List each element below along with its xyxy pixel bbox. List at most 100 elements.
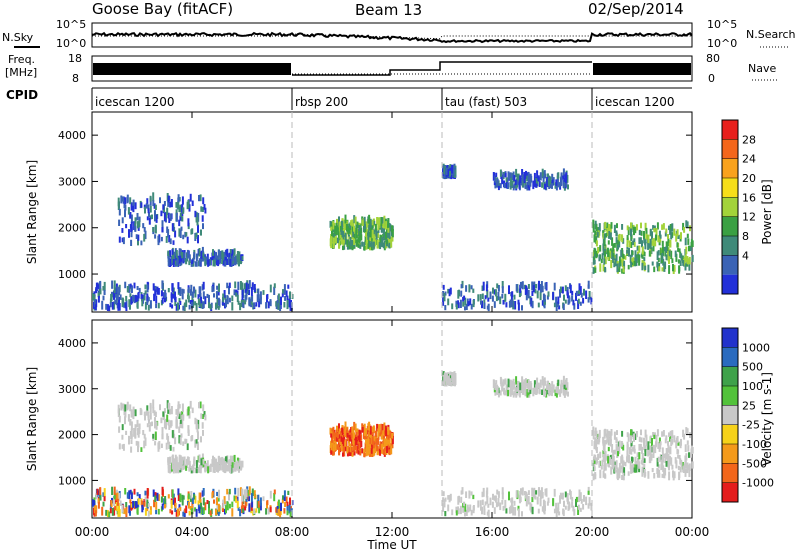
power-ylabel: Slant Range [km] (25, 160, 39, 264)
power-cell (450, 174, 453, 180)
power-cell (187, 287, 190, 293)
power-cell (288, 298, 291, 308)
power-cell (677, 259, 680, 264)
power-colorbar-cell (722, 255, 738, 275)
power-cell (449, 167, 452, 174)
velocity-cell (604, 463, 607, 471)
velocity-colorbar-cell (722, 328, 738, 348)
power-cell (565, 172, 568, 181)
velocity-cell (663, 470, 666, 479)
velocity-cell (330, 443, 333, 451)
power-cell (630, 241, 633, 248)
power-cell (200, 229, 202, 236)
velocity-cell (609, 435, 612, 441)
power-cell (496, 178, 499, 188)
power-cell (169, 250, 171, 258)
power-cell (134, 225, 137, 232)
velocity-cell (178, 462, 181, 471)
power-cell (543, 171, 546, 177)
power-cell (503, 183, 506, 189)
velocity-cell (517, 508, 520, 517)
power-cell (618, 262, 621, 268)
power-cell (179, 230, 182, 238)
velocity-cell (130, 503, 133, 508)
velocity-cell (101, 506, 104, 516)
power-cell (676, 229, 679, 237)
velocity-cell (329, 427, 332, 435)
velocity-cell (190, 508, 193, 515)
power-cell (565, 183, 568, 188)
power-cell (686, 221, 689, 228)
power-colorbar-cell (722, 139, 738, 159)
power-cell (178, 298, 181, 303)
velocity-cell (273, 489, 276, 495)
power-cell (616, 223, 618, 229)
power-cell (364, 235, 367, 243)
power-cell (194, 261, 197, 267)
velocity-cell (496, 489, 499, 495)
power-cell (612, 249, 615, 255)
velocity-cell (117, 404, 120, 414)
velocity-cell (544, 505, 546, 511)
velocity-cell (128, 490, 131, 500)
velocity-cell (222, 499, 225, 509)
velocity-cell (284, 502, 287, 507)
velocity-cell (111, 507, 114, 516)
power-cell (344, 214, 347, 224)
power-cell (527, 179, 530, 186)
velocity-cell (211, 492, 214, 499)
power-cell (146, 216, 149, 221)
velocity-cell (154, 431, 157, 440)
velocity-cell (169, 466, 172, 473)
power-cell (152, 192, 155, 202)
power-cell (331, 227, 333, 237)
power-cell (612, 243, 615, 252)
power-cell (349, 236, 352, 246)
power-cell (338, 216, 340, 225)
power-cell (472, 288, 475, 293)
power-cell (511, 180, 514, 188)
velocity-cell (607, 430, 610, 440)
velocity-cell (595, 438, 598, 443)
power-cell (355, 239, 358, 247)
velocity-cell (383, 447, 386, 454)
velocity-cell (483, 508, 486, 515)
velocity-cell (494, 389, 497, 396)
power-cell (477, 294, 480, 302)
velocity-cell (563, 384, 566, 390)
power-cell (459, 299, 462, 308)
power-cell (161, 227, 164, 233)
velocity-cell (190, 468, 193, 474)
power-cell (533, 180, 536, 187)
power-cell (604, 250, 607, 256)
velocity-cell (191, 465, 194, 471)
power-cell (118, 208, 121, 216)
power-colorbar-cell (722, 197, 738, 217)
velocity-cell (183, 508, 186, 513)
velocity-cell (201, 507, 204, 515)
power-cell (452, 168, 455, 175)
power-cell (525, 285, 527, 292)
velocity-cell (147, 503, 150, 508)
velocity-cell (349, 443, 352, 453)
velocity-cell (216, 505, 219, 512)
power-cell (519, 175, 522, 183)
velocity-cell (144, 490, 147, 496)
velocity-cell (372, 440, 375, 449)
power-cell (136, 295, 138, 302)
x-tick-label: 04:00 (175, 525, 210, 539)
power-cell (376, 240, 379, 249)
velocity-cell (630, 448, 633, 455)
power-cell (180, 226, 183, 231)
velocity-cell (343, 433, 346, 442)
velocity-cell (673, 435, 676, 443)
velocity-cell (281, 498, 284, 504)
velocity-cell (217, 503, 220, 512)
power-cell (169, 238, 172, 245)
velocity-cell (559, 492, 562, 499)
velocity-cell (593, 461, 596, 467)
velocity-cell (661, 473, 664, 478)
power-cell (359, 242, 362, 249)
velocity-cell (178, 404, 181, 409)
power-cell (672, 264, 674, 272)
